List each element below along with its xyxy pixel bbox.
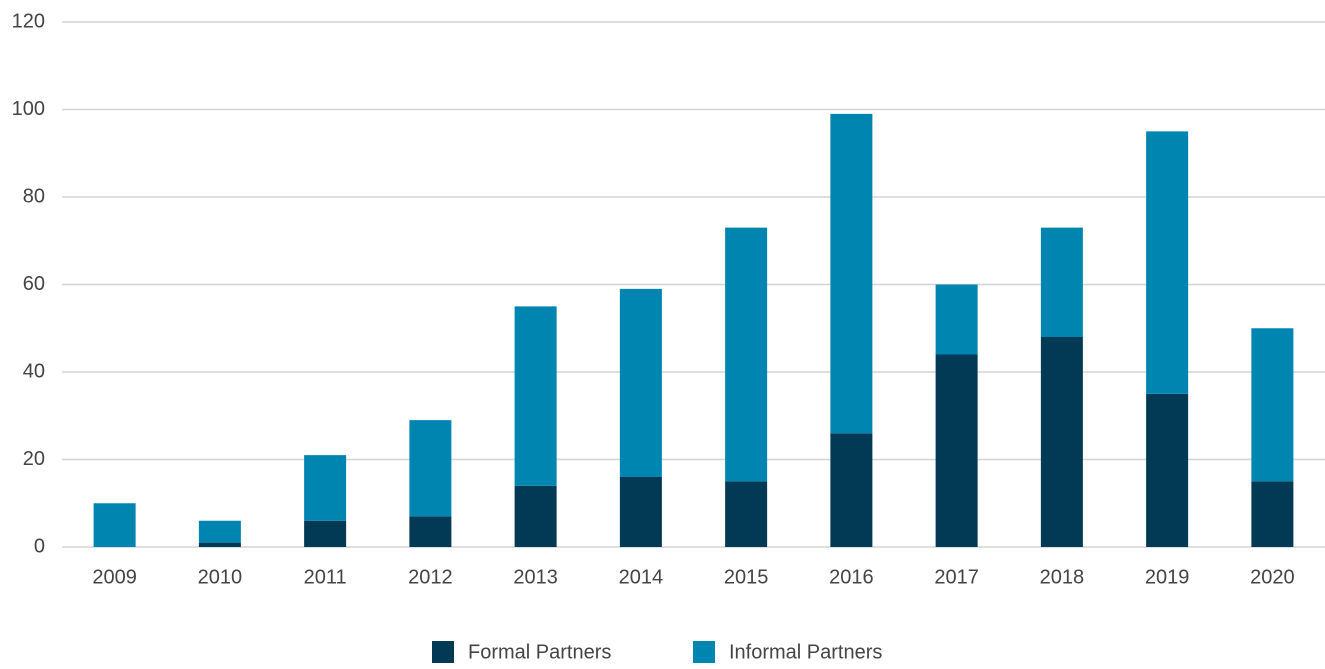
bar-segment	[725, 227, 768, 482]
bar-segment	[830, 113, 873, 434]
x-tick-label: 2014	[619, 566, 664, 588]
x-tick-label: 2020	[1250, 566, 1295, 588]
legend-swatch	[432, 641, 454, 663]
y-tick-label: 80	[23, 185, 45, 207]
bar-segment	[514, 485, 557, 547]
bar-segment	[619, 477, 662, 547]
bar-segment	[1251, 481, 1294, 547]
legend-label: Informal Partners	[729, 641, 882, 663]
y-tick-label: 0	[34, 535, 45, 557]
bar-segment	[198, 542, 241, 547]
x-tick-label: 2015	[724, 566, 769, 588]
x-tick-label: 2011	[304, 566, 347, 588]
x-tick-label: 2009	[92, 566, 137, 588]
bar-segment	[1251, 328, 1294, 482]
bar-segment	[304, 455, 347, 521]
x-tick-label: 2013	[513, 566, 558, 588]
bar-segment	[93, 503, 136, 547]
x-tick-label: 2018	[1040, 566, 1085, 588]
bar-segment	[409, 420, 452, 517]
bar-segment	[1040, 227, 1083, 337]
legend-label: Formal Partners	[468, 641, 611, 663]
legend-swatch	[693, 641, 715, 663]
x-tick-label: 2012	[408, 566, 453, 588]
bar-segment	[514, 306, 557, 486]
bar-segment	[1040, 337, 1083, 547]
y-tick-label: 20	[23, 448, 45, 470]
x-tick-label: 2019	[1145, 566, 1190, 588]
bar-segment	[935, 284, 978, 355]
bar-segment	[304, 520, 347, 547]
bar-segment	[198, 520, 241, 543]
bar-segment	[725, 481, 768, 547]
bar-segment	[619, 288, 662, 477]
x-tick-label: 2017	[934, 566, 979, 588]
bar-segment	[935, 354, 978, 547]
bar-segment	[409, 516, 452, 547]
y-tick-label: 60	[23, 273, 45, 295]
bar-segment	[830, 433, 873, 547]
bar-segment	[1146, 131, 1189, 394]
y-tick-label: 100	[12, 98, 45, 120]
bar-segment	[1146, 393, 1189, 547]
x-tick-label: 2016	[829, 566, 874, 588]
y-tick-label: 120	[12, 10, 45, 32]
x-tick-label: 2010	[198, 566, 243, 588]
y-tick-label: 40	[23, 360, 45, 382]
